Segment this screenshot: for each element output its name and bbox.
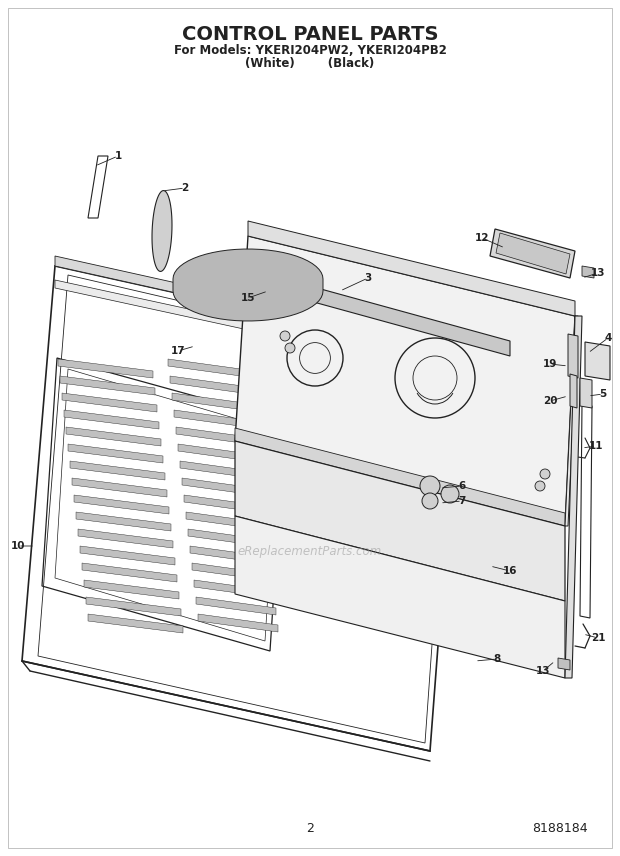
Text: 13: 13	[591, 268, 605, 278]
Circle shape	[285, 343, 295, 353]
Polygon shape	[170, 376, 250, 394]
Polygon shape	[182, 478, 262, 496]
Circle shape	[441, 485, 459, 503]
Polygon shape	[74, 495, 169, 514]
Circle shape	[535, 481, 545, 491]
Polygon shape	[60, 376, 155, 395]
Polygon shape	[70, 461, 165, 480]
Polygon shape	[72, 478, 167, 497]
Polygon shape	[248, 269, 510, 356]
Text: 13: 13	[536, 666, 551, 676]
Polygon shape	[192, 563, 272, 581]
Polygon shape	[180, 461, 260, 479]
Polygon shape	[68, 444, 163, 463]
Polygon shape	[84, 580, 179, 599]
Polygon shape	[178, 444, 258, 462]
Polygon shape	[172, 393, 252, 411]
Polygon shape	[235, 516, 565, 678]
Circle shape	[540, 469, 550, 479]
Polygon shape	[82, 563, 177, 582]
Polygon shape	[585, 342, 610, 380]
Polygon shape	[174, 410, 254, 428]
Polygon shape	[235, 236, 575, 526]
Polygon shape	[86, 597, 181, 616]
Polygon shape	[173, 249, 323, 321]
Text: 1: 1	[114, 151, 122, 161]
Text: 11: 11	[589, 441, 603, 451]
Polygon shape	[565, 316, 578, 526]
Text: 4: 4	[604, 333, 612, 343]
Text: (White)        (Black): (White) (Black)	[246, 56, 374, 69]
Text: 17: 17	[170, 346, 185, 356]
Text: 2: 2	[182, 183, 188, 193]
Text: CONTROL PANEL PARTS: CONTROL PANEL PARTS	[182, 25, 438, 44]
Polygon shape	[64, 410, 159, 429]
Text: 10: 10	[11, 541, 25, 551]
Polygon shape	[235, 428, 565, 526]
Polygon shape	[176, 427, 256, 445]
Polygon shape	[558, 658, 570, 670]
Polygon shape	[66, 427, 161, 446]
Polygon shape	[490, 229, 575, 278]
Text: 16: 16	[503, 566, 517, 576]
Polygon shape	[76, 512, 171, 531]
Polygon shape	[55, 280, 460, 376]
Text: 19: 19	[543, 359, 557, 369]
Text: 8188184: 8188184	[532, 822, 588, 835]
Text: 6: 6	[458, 481, 466, 491]
Polygon shape	[198, 614, 278, 632]
Text: 15: 15	[241, 293, 255, 303]
Text: 20: 20	[542, 396, 557, 406]
Text: 3: 3	[365, 273, 371, 283]
Text: 8: 8	[494, 654, 500, 664]
Polygon shape	[194, 580, 274, 598]
Polygon shape	[565, 316, 582, 678]
Polygon shape	[168, 359, 248, 377]
Polygon shape	[496, 233, 570, 274]
Polygon shape	[80, 546, 175, 565]
Polygon shape	[152, 191, 172, 271]
Text: 2: 2	[306, 822, 314, 835]
Text: 5: 5	[600, 389, 606, 399]
Circle shape	[420, 476, 440, 496]
Polygon shape	[184, 495, 264, 513]
Circle shape	[280, 331, 290, 341]
Polygon shape	[186, 512, 266, 530]
Polygon shape	[190, 546, 270, 564]
Text: eReplacementParts.com: eReplacementParts.com	[238, 544, 382, 557]
Polygon shape	[196, 597, 276, 615]
Polygon shape	[582, 266, 594, 278]
Polygon shape	[88, 614, 183, 633]
Text: 12: 12	[475, 233, 489, 243]
Polygon shape	[580, 378, 592, 408]
Polygon shape	[570, 374, 577, 408]
Polygon shape	[55, 256, 460, 356]
Polygon shape	[188, 529, 268, 547]
Polygon shape	[568, 334, 578, 378]
Polygon shape	[62, 393, 157, 412]
Text: For Models: YKERI204PW2, YKERI204PB2: For Models: YKERI204PW2, YKERI204PB2	[174, 44, 446, 56]
Text: 7: 7	[458, 496, 466, 506]
Polygon shape	[58, 359, 153, 378]
Polygon shape	[78, 529, 173, 548]
Polygon shape	[235, 441, 565, 601]
Text: 21: 21	[591, 633, 605, 643]
Circle shape	[422, 493, 438, 509]
Polygon shape	[248, 221, 575, 316]
